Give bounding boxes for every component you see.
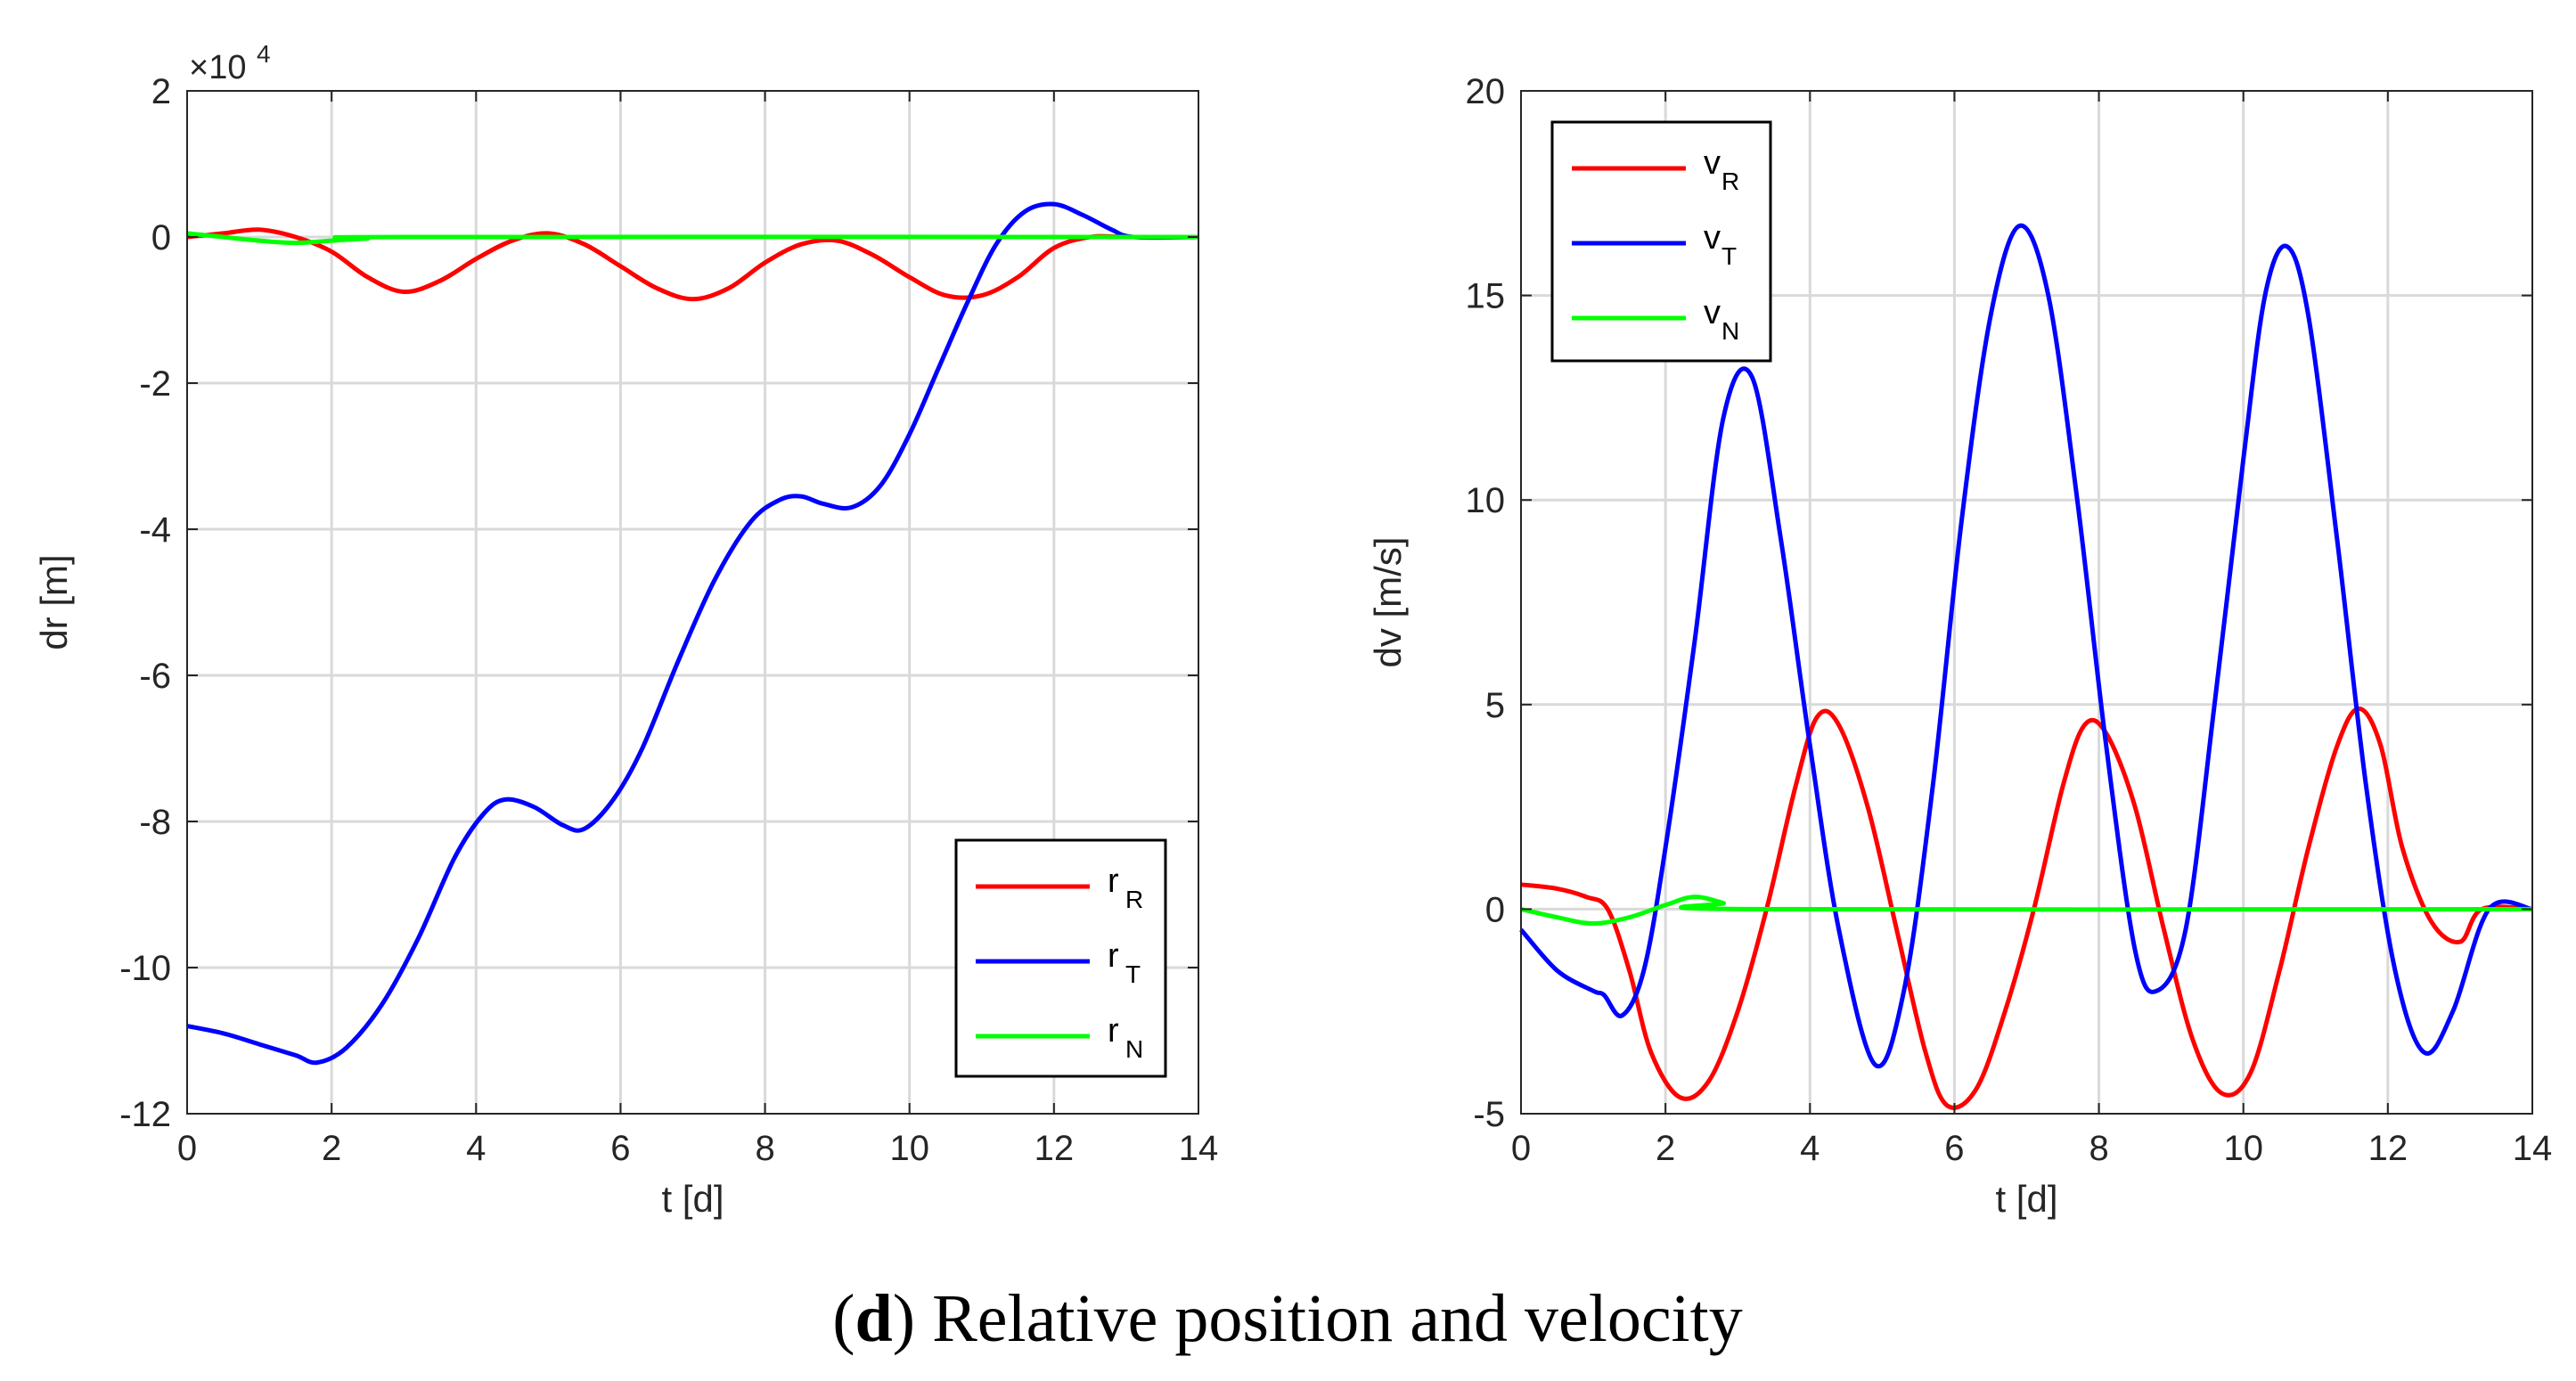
left-y-exponent: ×10 4 (189, 40, 271, 86)
left-y-tick-label: -10 (119, 949, 171, 988)
right-x-tick-label: 0 (1511, 1129, 1531, 1168)
right-legend-label-R: v (1704, 144, 1721, 182)
left-y-tick-label: 2 (151, 72, 171, 111)
left-x-tick-label: 0 (177, 1129, 197, 1168)
caption-bold: d (855, 1281, 893, 1356)
left-series-rT (186, 201, 1199, 1066)
right-series-vT (1519, 223, 2533, 1069)
left-x-tick-label: 10 (889, 1129, 929, 1168)
left-legend-label-N: r (1108, 1012, 1119, 1050)
right-y-tick-label: 0 (1485, 890, 1505, 929)
left-x-tick-label: 8 (755, 1129, 774, 1168)
left-y-tick-label: 0 (151, 218, 171, 257)
right-legend-label-T: v (1704, 219, 1721, 257)
left-x-tick-label: 2 (322, 1129, 341, 1168)
right-x-tick-label: 6 (1944, 1129, 1964, 1168)
right-legend-sub-T: T (1721, 242, 1737, 270)
right-y-tick-label: 20 (1466, 72, 1506, 111)
right-x-tick-label: 2 (1656, 1129, 1675, 1168)
right-legend-label-N: v (1704, 294, 1721, 331)
left-y-tick-label: -8 (139, 803, 171, 842)
right-series-vR (1520, 706, 2533, 1110)
right-x-tick-label: 12 (2368, 1129, 2408, 1168)
left-series-rN (186, 231, 1199, 246)
right-x-tick-label: 14 (2513, 1129, 2553, 1168)
right-series-vN (1520, 895, 2533, 926)
right-y-tick-label: -5 (1473, 1095, 1505, 1134)
right-x-tick-label: 4 (1800, 1129, 1820, 1168)
right-x-axis-label: t [d] (1995, 1178, 2057, 1220)
left-y-axis-label: dr [m] (33, 554, 75, 650)
left-x-tick-label: 6 (610, 1129, 630, 1168)
right-legend: v Rv Tv N (1550, 120, 1772, 363)
caption-open: ( (832, 1281, 855, 1356)
right-y-tick-label: 10 (1466, 481, 1506, 520)
left-exponent-power: 4 (257, 40, 271, 68)
left-legend-sub-R: R (1125, 886, 1143, 913)
left-x-axis-label: t [d] (661, 1178, 724, 1220)
caption-rest: ) Relative position and velocity (893, 1281, 1743, 1356)
left-y-tick-label: -2 (139, 364, 171, 404)
left-legend-sub-T: T (1125, 960, 1141, 988)
right-legend-sub-N: N (1721, 317, 1739, 345)
left-x-tick-label: 12 (1034, 1129, 1075, 1168)
right-series (1519, 223, 2533, 1110)
right-y-axis-label: dv [m/s] (1367, 536, 1409, 667)
left-plot-frame (186, 90, 1199, 1115)
left-x-tick-label: 4 (466, 1129, 486, 1168)
right-x-tick-label: 8 (2089, 1129, 2108, 1168)
left-y-tick-label: -4 (139, 511, 171, 550)
left-chart: 0 2 4 6 8 10 12 14 -12 -10 -8 -6 -4 -2 0 2 t [d] dr [m]… (33, 40, 1218, 1220)
right-y-tick-label: 5 (1485, 686, 1505, 725)
right-x-tick-label: 10 (2223, 1129, 2263, 1168)
left-series-rR (186, 227, 1198, 302)
left-ticks: 0 2 4 6 8 10 12 14 -12 -10 -8 -6 -4 -2 0 2 (119, 72, 1218, 1168)
left-legend-sub-N: N (1125, 1035, 1143, 1063)
right-y-tick-label: 15 (1466, 277, 1506, 316)
left-legend-label-R: r (1108, 862, 1119, 900)
left-exponent-base: ×10 (189, 49, 246, 86)
left-legend: r Rr Tr N (954, 838, 1167, 1078)
left-legend-label-T: r (1108, 937, 1119, 975)
left-y-tick-label: -12 (119, 1095, 171, 1134)
left-y-tick-label: -6 (139, 657, 171, 696)
left-series (186, 201, 1199, 1066)
figure-caption: (d) Relative position and velocity (832, 1281, 1743, 1356)
right-plot-frame (1520, 90, 2533, 1115)
right-legend-sub-R: R (1721, 168, 1739, 195)
left-x-tick-label: 14 (1179, 1129, 1219, 1168)
